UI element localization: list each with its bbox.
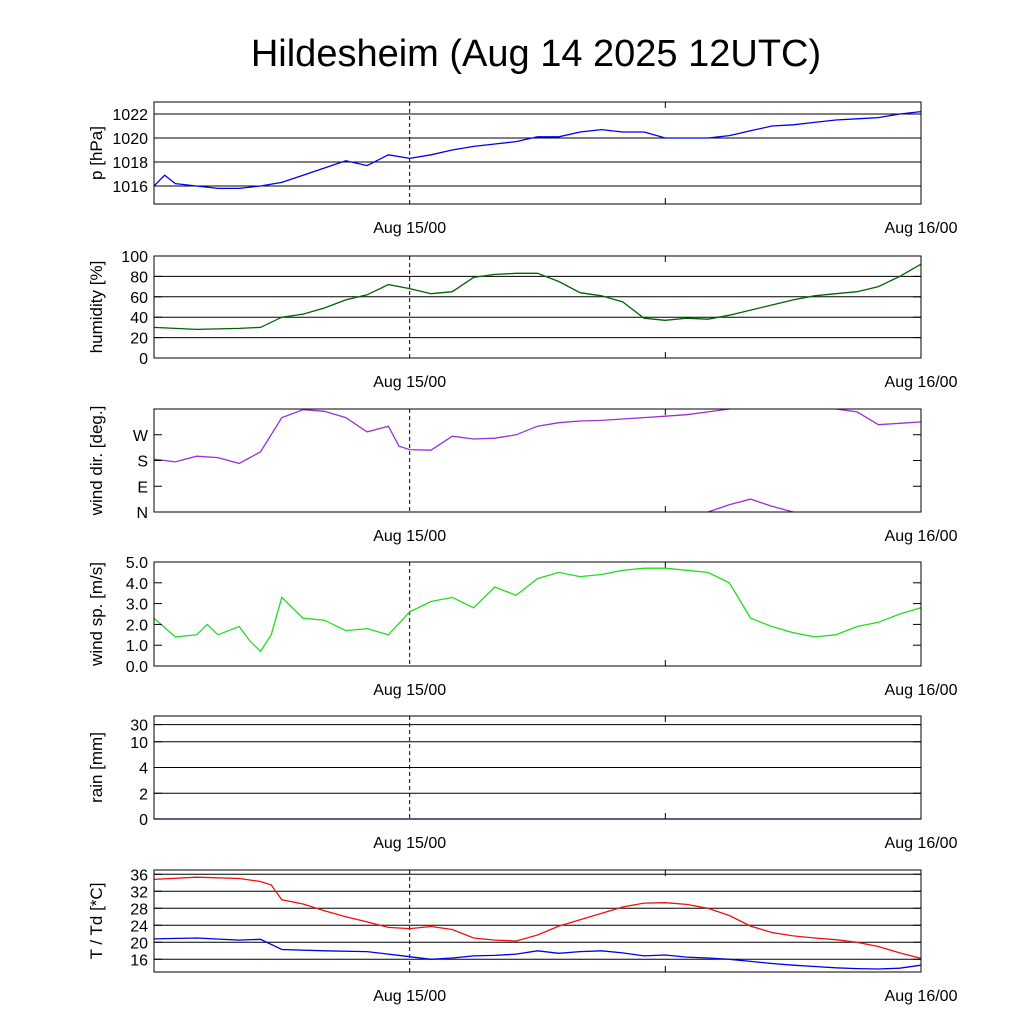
y-tick-label: E bbox=[137, 479, 148, 496]
y-tick-label: 20 bbox=[130, 935, 148, 952]
panel-humidity: 0 20 40 60 80 100 humidity [%] Aug 15/00 Aug 16/… bbox=[87, 249, 958, 391]
x-tick-label: Aug 16/00 bbox=[885, 374, 958, 391]
x-tick-label: Aug 15/00 bbox=[373, 528, 446, 545]
y-tick-label: 3.0 bbox=[126, 597, 148, 614]
y-tick-label: 36 bbox=[130, 867, 148, 884]
y-tick-label: 16 bbox=[130, 952, 148, 969]
y-tick-label: 1020 bbox=[112, 131, 148, 148]
y-tick-label: 1.0 bbox=[126, 638, 148, 655]
x-tick-label: Aug 16/00 bbox=[885, 528, 958, 545]
plot-frame bbox=[153, 561, 922, 667]
y-tick-label: 32 bbox=[130, 884, 148, 901]
panel-pressure: 1016 1018 1020 1022 p [hPa] Aug 15/00 Aug 16/0… bbox=[87, 101, 958, 237]
x-tick-label: Aug 16/00 bbox=[885, 988, 958, 1005]
y-tick-label: 1018 bbox=[112, 155, 148, 172]
chart-title: Hildesheim (Aug 14 2025 12UTC) bbox=[251, 33, 821, 75]
y-tick-label: 40 bbox=[130, 310, 148, 327]
y-tick-label: 24 bbox=[130, 918, 148, 935]
x-tick-label: Aug 15/00 bbox=[373, 682, 446, 699]
y-tick-label: 100 bbox=[121, 249, 148, 266]
y-axis-label: rain [mm] bbox=[87, 732, 106, 803]
x-tick-label: Aug 15/00 bbox=[373, 835, 446, 852]
x-tick-label: Aug 15/00 bbox=[373, 374, 446, 391]
x-tick-label: Aug 16/00 bbox=[885, 835, 958, 852]
y-tick-label: 0.0 bbox=[126, 659, 148, 676]
series-line-humidity-0 bbox=[153, 263, 922, 331]
y-tick-label: 2 bbox=[139, 786, 148, 803]
plot-frame bbox=[153, 869, 922, 973]
y-tick-label: 60 bbox=[130, 290, 148, 307]
x-tick-label: Aug 16/00 bbox=[885, 682, 958, 699]
y-tick-label: 4 bbox=[139, 761, 148, 778]
y-tick-label: S bbox=[137, 454, 148, 471]
x-tick-label: Aug 15/00 bbox=[373, 988, 446, 1005]
y-tick-label: 28 bbox=[130, 901, 148, 918]
y-tick-label: 1016 bbox=[112, 179, 148, 196]
panel-wind_speed: 0.0 1.0 2.0 3.0 4.0 5.0 wind sp. [m/s] Aug 15/0… bbox=[87, 555, 958, 699]
y-tick-label: N bbox=[136, 505, 148, 522]
series-line-temperature-1 bbox=[153, 937, 922, 970]
series-line-temperature-0 bbox=[153, 876, 922, 960]
y-tick-label: 80 bbox=[130, 269, 148, 286]
y-tick-label: 2.0 bbox=[126, 617, 148, 634]
y-tick-label: 4.0 bbox=[126, 576, 148, 593]
y-tick-label: 0 bbox=[139, 812, 148, 829]
y-tick-label: 10 bbox=[130, 735, 148, 752]
y-axis-label: T / Td [*C] bbox=[87, 883, 106, 960]
plot-frame bbox=[153, 101, 922, 205]
series-line-wind_direction-1 bbox=[707, 498, 794, 513]
y-tick-label: 30 bbox=[130, 718, 148, 735]
x-tick-label: Aug 16/00 bbox=[885, 220, 958, 237]
x-tick-label: Aug 15/00 bbox=[373, 220, 446, 237]
series-line-pressure-0 bbox=[153, 110, 922, 190]
y-axis-label: humidity [%] bbox=[87, 261, 106, 354]
y-tick-label: 1022 bbox=[112, 107, 148, 124]
y-axis-label: p [hPa] bbox=[87, 126, 106, 180]
y-tick-label: 20 bbox=[130, 331, 148, 348]
series-line-wind_direction-0 bbox=[153, 408, 730, 465]
plot-frame bbox=[153, 255, 922, 359]
y-tick-label: 5.0 bbox=[126, 555, 148, 572]
y-axis-label: wind sp. [m/s] bbox=[87, 562, 106, 667]
series-line-wind_direction-2 bbox=[835, 408, 922, 426]
y-tick-label: 0 bbox=[139, 351, 148, 368]
series-line-wind_speed-0 bbox=[153, 567, 922, 653]
y-tick-label: W bbox=[133, 428, 149, 445]
y-axis-label: wind dir. [deg.] bbox=[87, 406, 106, 517]
plot-frame bbox=[153, 408, 922, 513]
